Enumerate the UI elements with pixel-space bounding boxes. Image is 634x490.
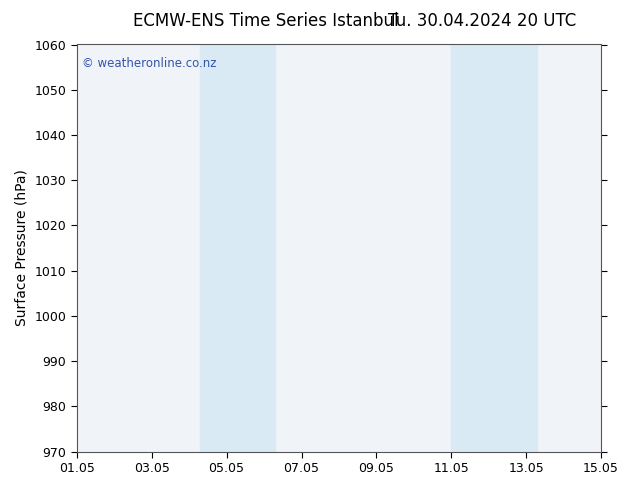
Text: ECMW-ENS Time Series Istanbul: ECMW-ENS Time Series Istanbul — [134, 12, 399, 30]
Text: Tu. 30.04.2024 20 UTC: Tu. 30.04.2024 20 UTC — [388, 12, 576, 30]
Bar — [451, 45, 538, 452]
Text: © weatheronline.co.nz: © weatheronline.co.nz — [82, 57, 217, 70]
Y-axis label: Surface Pressure (hPa): Surface Pressure (hPa) — [15, 170, 29, 326]
Bar — [200, 45, 275, 452]
